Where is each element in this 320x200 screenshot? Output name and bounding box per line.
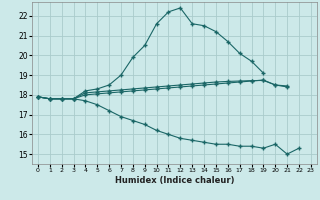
X-axis label: Humidex (Indice chaleur): Humidex (Indice chaleur) bbox=[115, 176, 234, 185]
